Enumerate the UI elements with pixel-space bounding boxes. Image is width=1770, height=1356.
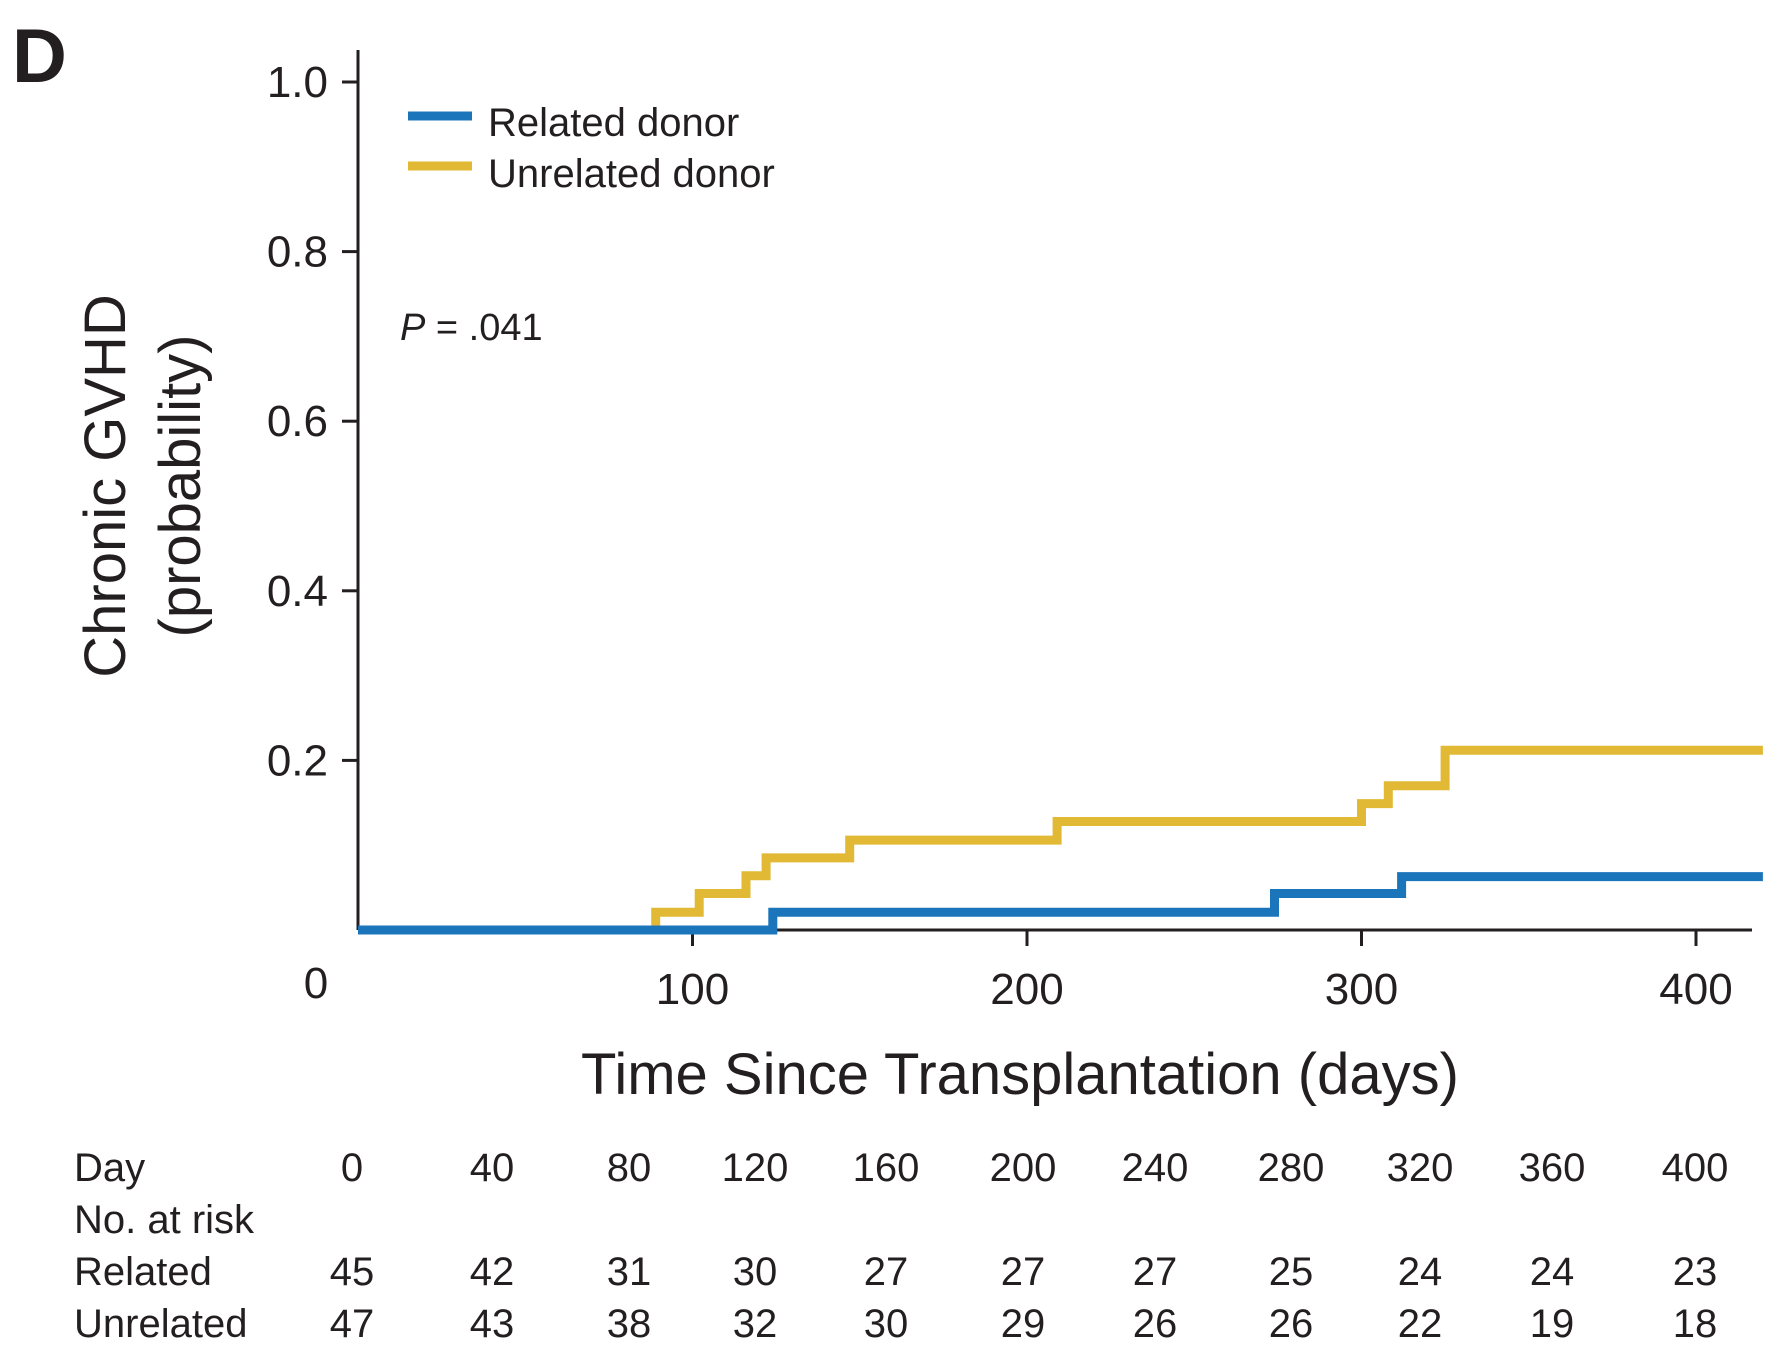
y-axis: 0.2 0.4 0.6 0.8 1.0 — [267, 50, 360, 930]
y-tick-label: 0.8 — [267, 228, 328, 277]
y-tick-label: 0.6 — [267, 397, 328, 446]
risk-value-unrelated: 29 — [1001, 1302, 1046, 1346]
x-axis-title: Time Since Transplantation (days) — [581, 1042, 1459, 1107]
y-tick-label: 0.4 — [267, 567, 328, 616]
x-tick-label: 100 — [656, 965, 729, 1014]
risk-day-value: 320 — [1387, 1146, 1454, 1190]
y-tick-label: 1.0 — [267, 58, 328, 107]
risk-value-related: 25 — [1269, 1250, 1314, 1294]
risk-value-related: 42 — [470, 1250, 515, 1294]
x-tick-label: 400 — [1659, 965, 1732, 1014]
risk-value-unrelated: 38 — [607, 1302, 652, 1346]
x-tick-label-zero: 0 — [304, 959, 328, 1008]
risk-value-related: 45 — [330, 1250, 375, 1294]
risk-value-unrelated: 18 — [1673, 1302, 1718, 1346]
risk-day-value: 40 — [470, 1146, 515, 1190]
risk-value-unrelated: 43 — [470, 1302, 515, 1346]
risk-value-unrelated: 26 — [1133, 1302, 1178, 1346]
risk-day-value: 120 — [722, 1146, 789, 1190]
y-axis-title-line1: Chronic GVHD — [73, 294, 138, 678]
risk-value-related: 27 — [1001, 1250, 1046, 1294]
risk-day-value: 200 — [990, 1146, 1057, 1190]
risk-table: Day No. at risk Related Unrelated 0 40 80 1… — [74, 1146, 1728, 1346]
risk-row-label-unrelated: Unrelated — [74, 1302, 247, 1346]
panel-label: D — [12, 14, 67, 99]
risk-value-unrelated: 32 — [733, 1302, 778, 1346]
risk-value-related: 24 — [1398, 1250, 1443, 1294]
risk-day-value: 160 — [853, 1146, 920, 1190]
risk-day-value: 240 — [1122, 1146, 1189, 1190]
legend-label-unrelated: Unrelated donor — [488, 152, 775, 196]
legend: Related donor Unrelated donor — [408, 101, 775, 196]
x-tick-label: 200 — [990, 965, 1063, 1014]
series-line-unrelated — [358, 745, 1763, 935]
p-value-text: = .041 — [425, 307, 542, 349]
risk-value-related: 23 — [1673, 1250, 1718, 1294]
risk-value-related: 27 — [864, 1250, 909, 1294]
risk-value-related: 30 — [733, 1250, 778, 1294]
risk-value-related: 24 — [1530, 1250, 1575, 1294]
y-axis-title-line2: (probability) — [148, 335, 213, 638]
risk-day-value: 80 — [607, 1146, 652, 1190]
risk-value-unrelated: 22 — [1398, 1302, 1443, 1346]
series-layer — [358, 745, 1763, 935]
risk-header-label: No. at risk — [74, 1198, 255, 1242]
risk-value-unrelated: 47 — [330, 1302, 375, 1346]
legend-label-related: Related donor — [488, 101, 739, 145]
risk-day-value: 0 — [341, 1146, 363, 1190]
risk-day-label: Day — [74, 1146, 145, 1190]
risk-value-related: 27 — [1133, 1250, 1178, 1294]
risk-day-value: 280 — [1258, 1146, 1325, 1190]
risk-value-unrelated: 19 — [1530, 1302, 1575, 1346]
risk-value-unrelated: 26 — [1269, 1302, 1314, 1346]
risk-value-related: 31 — [607, 1250, 652, 1294]
risk-day-value: 360 — [1519, 1146, 1586, 1190]
series-line-related — [358, 872, 1763, 935]
p-value-annotation: P = .041 — [400, 307, 543, 349]
risk-cells: 0 40 80 120 160 200 240 280 320 360 400 45 42 31 30 27 2… — [330, 1146, 1729, 1346]
x-axis: 0 100 200 300 400 — [304, 928, 1752, 1014]
y-tick-label: 0.2 — [267, 736, 328, 785]
p-value-symbol: P — [400, 307, 426, 349]
risk-row-label-related: Related — [74, 1250, 212, 1294]
risk-value-unrelated: 30 — [864, 1302, 909, 1346]
risk-day-value: 400 — [1662, 1146, 1729, 1190]
x-tick-label: 300 — [1325, 965, 1398, 1014]
